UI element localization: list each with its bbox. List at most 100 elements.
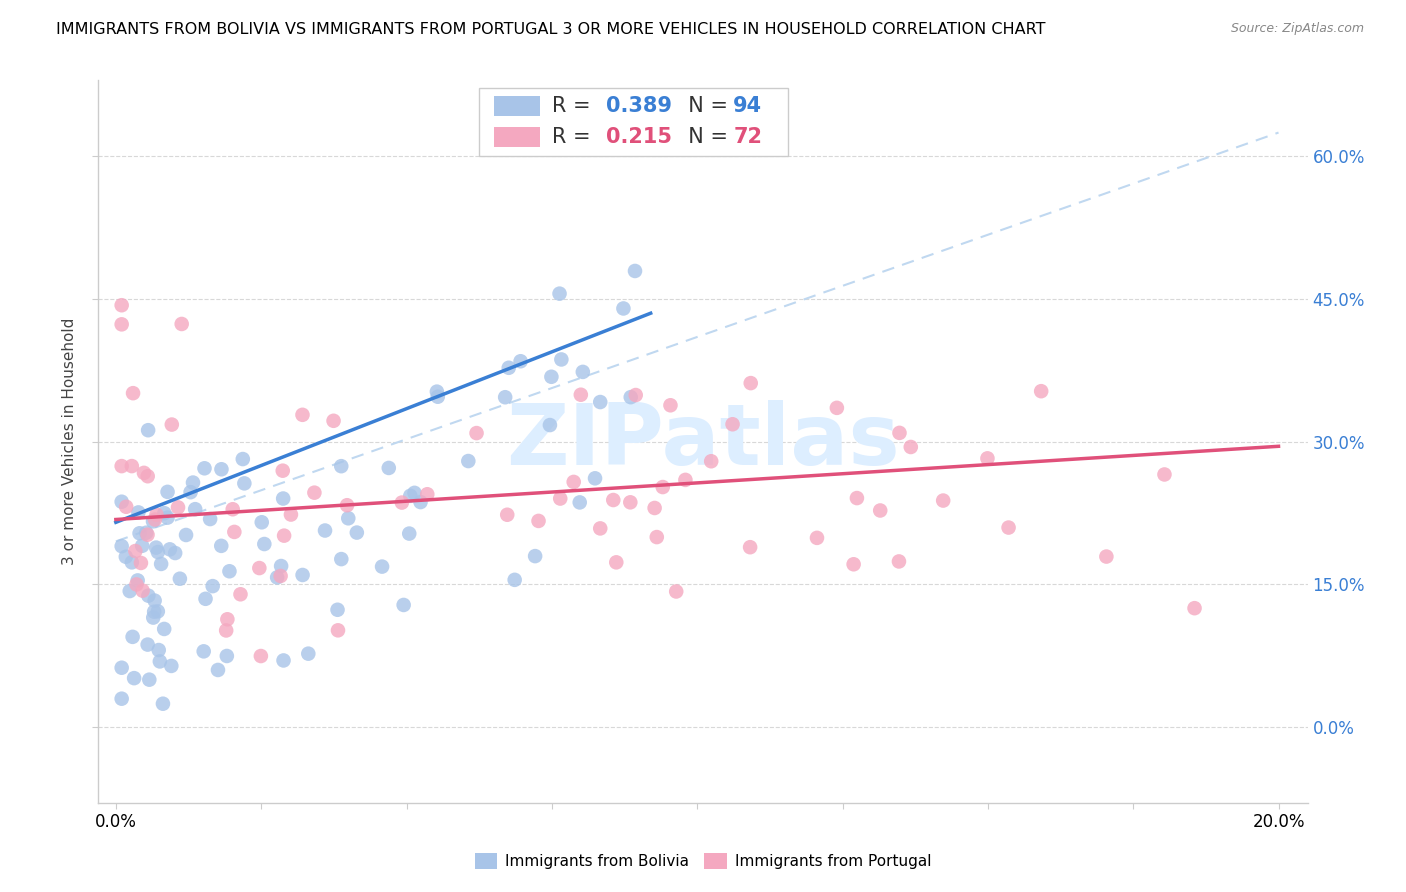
Point — [121, 459, 143, 474]
Point — [700, 454, 723, 468]
Point — [135, 525, 157, 540]
Point — [167, 500, 190, 515]
Point — [122, 671, 145, 685]
Point — [651, 480, 673, 494]
Point — [330, 459, 353, 474]
Point — [842, 558, 865, 572]
Point — [550, 352, 572, 367]
Point — [644, 500, 666, 515]
Point — [291, 408, 314, 422]
Point — [426, 390, 449, 404]
Point — [740, 376, 762, 390]
Point — [156, 510, 179, 524]
Point — [524, 549, 547, 563]
Point — [314, 524, 336, 538]
Point — [143, 512, 166, 526]
Point — [181, 475, 204, 490]
Point — [222, 502, 245, 516]
FancyBboxPatch shape — [494, 96, 540, 116]
Point — [150, 557, 173, 571]
Point — [619, 495, 641, 509]
Point — [250, 516, 273, 530]
Point — [371, 559, 394, 574]
Point — [391, 495, 413, 509]
Point — [280, 508, 302, 522]
Point — [304, 485, 326, 500]
Point — [121, 630, 143, 644]
Point — [602, 493, 624, 508]
Point — [121, 555, 143, 569]
Point — [612, 301, 634, 316]
Point — [149, 654, 172, 668]
Point — [111, 459, 134, 474]
Point — [233, 476, 256, 491]
Point — [125, 577, 148, 591]
Point — [136, 423, 159, 437]
Point — [232, 452, 254, 467]
Point — [193, 461, 215, 475]
Point — [932, 493, 955, 508]
Text: 0.215: 0.215 — [606, 127, 672, 146]
Point — [589, 521, 612, 535]
Point — [409, 495, 432, 509]
Point — [198, 512, 221, 526]
Point — [165, 546, 187, 560]
Point — [217, 612, 239, 626]
Text: N =: N = — [675, 95, 735, 116]
Point — [129, 556, 152, 570]
Point — [337, 511, 360, 525]
Point — [900, 440, 922, 454]
Point — [465, 426, 488, 441]
Text: 0.389: 0.389 — [606, 95, 672, 116]
Text: R =: R = — [551, 127, 598, 146]
Point — [889, 425, 911, 440]
Point — [127, 505, 149, 519]
Y-axis label: 3 or more Vehicles in Household: 3 or more Vehicles in Household — [62, 318, 77, 566]
Point — [399, 489, 422, 503]
Point — [572, 365, 595, 379]
Point — [503, 573, 526, 587]
Text: R =: R = — [551, 95, 598, 116]
Point — [111, 494, 134, 508]
Point — [845, 491, 868, 505]
Point — [291, 568, 314, 582]
Point — [131, 539, 153, 553]
Point — [224, 524, 246, 539]
Point — [673, 473, 696, 487]
Point — [326, 624, 349, 638]
Point — [548, 286, 571, 301]
Point — [392, 598, 415, 612]
Point — [153, 506, 176, 520]
Point — [1095, 549, 1118, 564]
Point — [498, 360, 520, 375]
Text: IMMIGRANTS FROM BOLIVIA VS IMMIGRANTS FROM PORTUGAL 3 OR MORE VEHICLES IN HOUSEH: IMMIGRANTS FROM BOLIVIA VS IMMIGRANTS FR… — [56, 22, 1046, 37]
Point — [111, 539, 134, 553]
Point — [273, 528, 295, 542]
Text: ZIPatlas: ZIPatlas — [506, 400, 900, 483]
Point — [145, 508, 167, 522]
Point — [538, 418, 561, 433]
Point — [997, 520, 1019, 534]
Point — [378, 461, 401, 475]
Point — [569, 388, 592, 402]
Point — [271, 491, 294, 506]
Point — [266, 570, 288, 584]
Point — [111, 318, 134, 332]
Point — [1031, 384, 1053, 399]
Point — [124, 544, 146, 558]
Point — [273, 653, 295, 667]
Point — [270, 559, 292, 574]
Point — [201, 579, 224, 593]
Point — [143, 593, 166, 607]
Point — [624, 264, 647, 278]
Point — [170, 317, 193, 331]
Point — [336, 498, 359, 512]
Point — [620, 390, 643, 404]
Point — [326, 603, 349, 617]
Point — [247, 561, 270, 575]
Point — [136, 469, 159, 483]
Point — [159, 542, 181, 557]
Point — [111, 691, 134, 706]
Point — [193, 644, 215, 658]
Point — [614, 136, 637, 150]
